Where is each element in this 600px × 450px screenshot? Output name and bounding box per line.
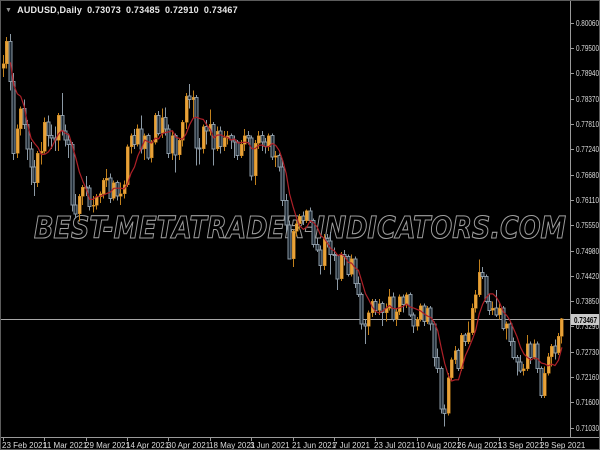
svg-text:14 Apr 2021: 14 Apr 2021: [126, 441, 170, 450]
svg-text:23 Feb 2021: 23 Feb 2021: [2, 441, 47, 450]
svg-text:0.71030: 0.71030: [576, 424, 599, 433]
svg-text:11 Mar 2021: 11 Mar 2021: [43, 441, 88, 450]
svg-text:0.77810: 0.77810: [576, 120, 599, 129]
svg-text:7 Jul 2021: 7 Jul 2021: [333, 441, 370, 450]
svg-text:13 Sep 2021: 13 Sep 2021: [498, 441, 544, 450]
svg-text:18 May 2021: 18 May 2021: [209, 441, 256, 450]
current-price-badge: 0.73467: [571, 314, 599, 325]
svg-text:0.72160: 0.72160: [576, 373, 599, 382]
svg-text:10 Aug 2021: 10 Aug 2021: [416, 441, 461, 450]
svg-text:0.78940: 0.78940: [576, 69, 599, 78]
svg-text:0.76110: 0.76110: [576, 196, 599, 205]
svg-text:30 Apr 2021: 30 Apr 2021: [167, 441, 211, 450]
svg-text:21 Jun 2021: 21 Jun 2021: [292, 441, 337, 450]
svg-text:26 Aug 2021: 26 Aug 2021: [457, 441, 502, 450]
svg-text:0.79500: 0.79500: [576, 44, 599, 53]
price-axis-labels[interactable]: 0.80060 0.79500 0.78940 0.78370 0.77810 0.772…: [570, 19, 599, 433]
svg-text:0.73290: 0.73290: [576, 322, 599, 331]
svg-text:0.73850: 0.73850: [576, 297, 599, 306]
svg-text:0.77240: 0.77240: [576, 145, 599, 154]
svg-text:0.80060: 0.80060: [576, 19, 599, 28]
svg-text:0.72730: 0.72730: [576, 348, 599, 357]
symbol-dropdown-icon[interactable]: ▼: [5, 6, 13, 14]
svg-text:0.76680: 0.76680: [576, 171, 599, 180]
svg-text:0.71600: 0.71600: [576, 398, 599, 407]
svg-text:0.75550: 0.75550: [576, 221, 599, 230]
svg-text:0.78370: 0.78370: [576, 95, 599, 104]
svg-text:29 Sep 2021: 29 Sep 2021: [540, 441, 586, 450]
svg-text:0.74420: 0.74420: [576, 272, 599, 281]
svg-text:0.73467: 0.73467: [574, 316, 597, 325]
moving-average-line: [9, 62, 563, 382]
svg-text:3 Jun 2021: 3 Jun 2021: [250, 441, 290, 450]
svg-text:23 Jul 2021: 23 Jul 2021: [374, 441, 416, 450]
svg-text:29 Mar 2021: 29 Mar 2021: [85, 441, 130, 450]
svg-text:0.74980: 0.74980: [576, 247, 599, 256]
